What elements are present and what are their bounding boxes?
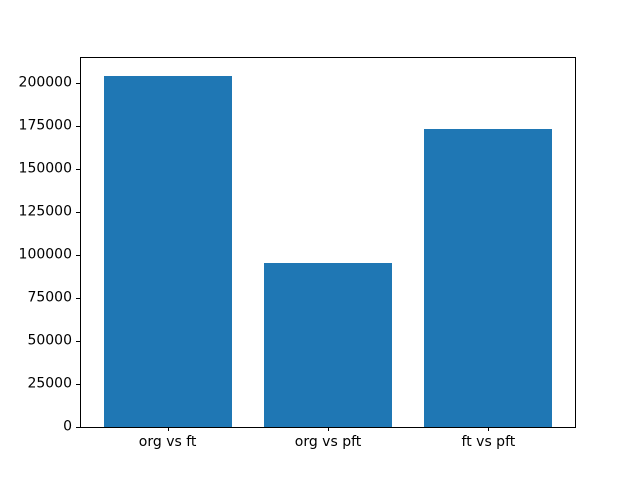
y-tick-label: 175000 <box>18 117 72 134</box>
bar-org-vs-ft <box>103 75 232 427</box>
y-tick-mark <box>76 168 81 170</box>
plot-area: 0 25000 50000 75000 100000 125000 150000 175000… <box>19 57 576 450</box>
x-tick-mark <box>167 427 169 431</box>
y-tick-mark <box>76 211 81 213</box>
y-tick-label: 0 <box>63 418 72 435</box>
y-tick-label: 25000 <box>27 375 72 392</box>
y-tick-mark <box>76 427 81 428</box>
y-tick-label: 100000 <box>18 246 72 263</box>
bar-ft-vs-pft <box>424 129 553 427</box>
y-tick-label: 50000 <box>27 332 72 349</box>
y-tick-mark <box>76 340 81 342</box>
bar-org-vs-pft <box>263 263 393 427</box>
y-tick-mark <box>76 383 81 385</box>
y-tick-label: 125000 <box>18 203 72 220</box>
y-tick-label: 200000 <box>18 74 72 91</box>
y-tick-label: 150000 <box>18 160 72 177</box>
y-tick-mark <box>76 297 81 299</box>
x-tick-label-org-vs-pft: org vs pft <box>294 434 362 450</box>
y-tick-mark <box>76 254 81 256</box>
y-tick-mark <box>76 82 81 84</box>
x-tick-label-ft-vs-pft: ft vs pft <box>461 434 516 450</box>
y-tick-mark <box>76 125 81 127</box>
y-tick-label: 75000 <box>27 289 72 306</box>
x-tick-mark <box>328 427 329 431</box>
x-tick-label-org-vs-ft: org vs ft <box>138 434 197 450</box>
x-tick-mark <box>488 427 490 431</box>
